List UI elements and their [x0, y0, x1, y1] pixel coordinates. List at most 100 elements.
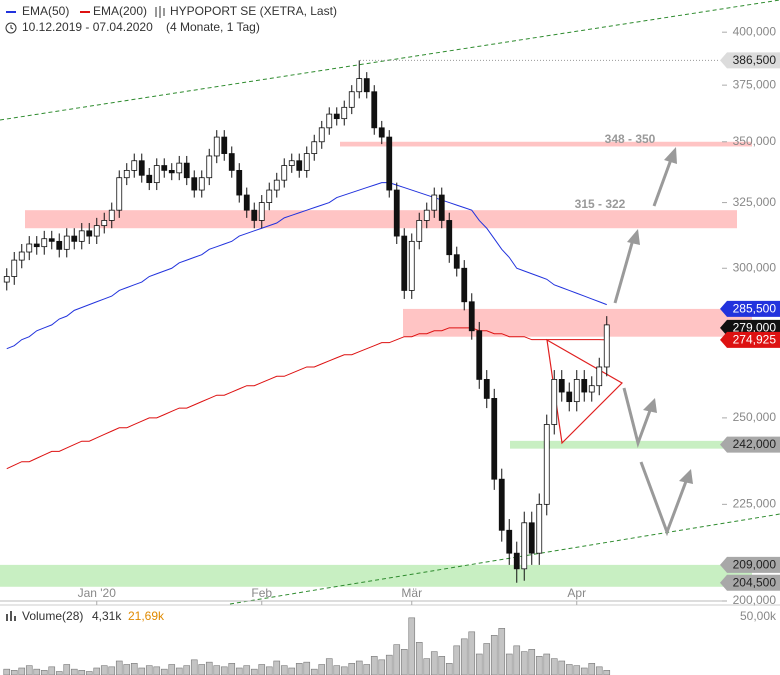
candle-body [476, 330, 483, 380]
arrow [639, 461, 690, 537]
volume-bar [325, 658, 333, 675]
volume-bar [85, 671, 93, 675]
candle-body [168, 169, 175, 174]
candle-body [41, 238, 48, 248]
candle-body [596, 366, 603, 387]
candle-body [71, 235, 78, 242]
candle-body [588, 385, 595, 393]
candle-body [101, 220, 108, 227]
candle-body [251, 209, 258, 221]
ema-line [6, 327, 607, 470]
arrow [613, 235, 636, 304]
arrows [613, 153, 690, 537]
y-tick-label: 400,000 [733, 24, 777, 38]
volume-bar [430, 651, 438, 675]
candle-body [78, 230, 85, 242]
volume-bar [123, 664, 131, 675]
y-tick-label: 250,000 [733, 410, 777, 424]
price-tag-label: 285,500 [733, 302, 777, 316]
price-tag [720, 574, 780, 591]
candle-body [431, 194, 438, 211]
candle-body [273, 179, 280, 191]
volume-bar [55, 671, 63, 675]
zone [403, 308, 752, 337]
candle-body [33, 243, 40, 248]
candle-body [536, 503, 543, 554]
volume-bar [198, 664, 206, 675]
volume-bar [63, 664, 71, 675]
volume-bar [265, 666, 273, 675]
candle-body [491, 398, 498, 480]
candle-body [296, 160, 303, 171]
volume-bar [190, 659, 198, 675]
candle-body [483, 379, 490, 399]
date-range: 10.12.2019 - 07.04.2020 [22, 20, 153, 34]
volume-bar [33, 668, 41, 675]
zones [0, 141, 752, 587]
volume-bar [243, 665, 251, 675]
candle-body [513, 552, 520, 570]
volume-bar [393, 644, 401, 675]
volume-bar [438, 656, 446, 675]
volume-bar [498, 628, 506, 675]
candle-body [153, 165, 160, 184]
ema-line [6, 182, 607, 350]
volume-bar [295, 663, 303, 675]
volume-bar [535, 656, 543, 675]
arrow-head [664, 147, 677, 164]
arrow [652, 153, 675, 207]
price-tag-label: 386,500 [733, 53, 777, 67]
candle-body [198, 177, 205, 191]
volume-bar [25, 665, 33, 675]
y-tick-label: 350,000 [733, 134, 777, 148]
price-tag-label: 209,000 [733, 558, 777, 572]
candle-body [108, 209, 115, 221]
candle-body [48, 238, 55, 242]
candle-body [566, 391, 573, 403]
candle-body [318, 127, 325, 143]
volume-bar [363, 664, 371, 675]
price-tag [720, 319, 780, 336]
legend-label: EMA(50) [22, 4, 69, 18]
volume-bar [108, 666, 116, 675]
volume-bar [115, 660, 123, 675]
volume-bar [453, 645, 461, 675]
candle-body [378, 127, 385, 138]
y-tick-label: 375,000 [733, 77, 777, 91]
candle-body [423, 209, 430, 221]
price-tag [720, 436, 780, 453]
volume-bar [3, 668, 11, 675]
volume-bar [595, 666, 603, 675]
candle-body [543, 424, 550, 505]
volume-title: Volume(28) [22, 609, 83, 623]
price-tag [720, 52, 780, 69]
period: (4 Monate, 1 Tag) [166, 20, 260, 34]
candle-body [191, 177, 198, 191]
zone [0, 564, 752, 587]
volume-bar [385, 654, 393, 675]
candle-body [183, 162, 190, 179]
candle-body [506, 529, 513, 554]
volume-bar [303, 661, 311, 675]
volume-bar [333, 665, 341, 675]
volume-bar [160, 668, 168, 675]
price-tag-label: 242,000 [733, 437, 777, 451]
header-bg [0, 0, 500, 38]
volume-bar [528, 649, 536, 675]
arrow-head [679, 469, 693, 484]
candle-body [18, 251, 25, 261]
volume-bar [153, 666, 161, 675]
volume-bar [550, 658, 558, 675]
candle-body [558, 379, 565, 393]
candle-body [581, 379, 588, 393]
volume-bar [400, 649, 408, 675]
arrow-head [627, 229, 640, 245]
candle-body [281, 165, 288, 181]
volume-bar [445, 663, 453, 675]
candle-body [371, 91, 378, 129]
volume-bar [138, 667, 146, 675]
candle-body [393, 189, 400, 237]
candle-body [93, 225, 100, 237]
arrow-head [643, 398, 657, 413]
zone [25, 210, 737, 229]
